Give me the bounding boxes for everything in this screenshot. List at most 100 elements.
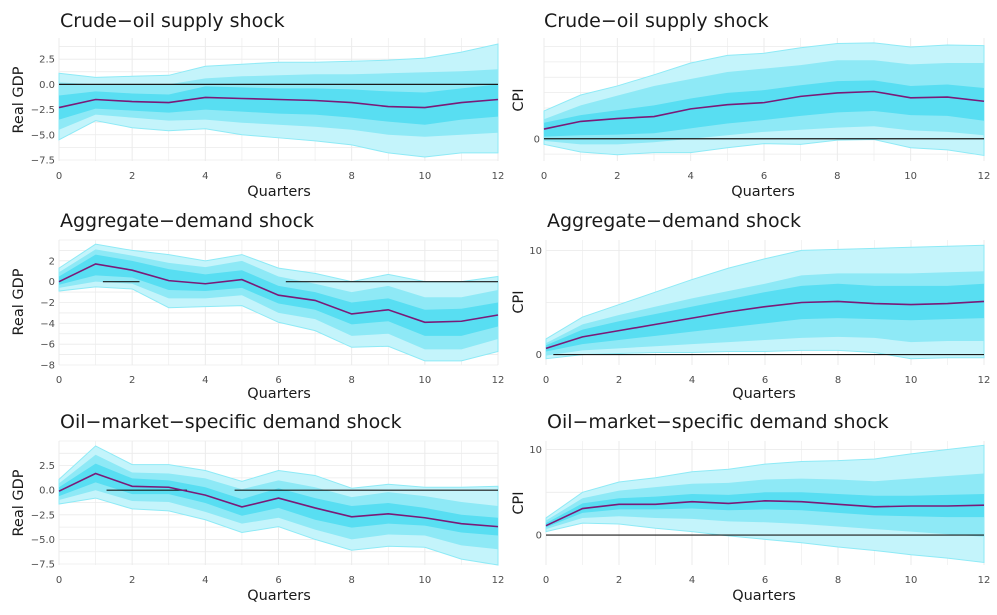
x-tick-label: 4 — [202, 575, 208, 586]
x-tick-label: 2 — [129, 375, 135, 386]
x-tick-label: 4 — [202, 375, 208, 386]
x-tick-label: 6 — [275, 575, 281, 586]
chart-svg: 0 2 4 6 8 10 12 0 10 Aggregate−demand shock Quar… — [511, 210, 990, 402]
x-tick-label: 8 — [835, 375, 841, 386]
panel-title: Oil−market−specific demand shock — [60, 411, 402, 433]
band-inner-area — [59, 84, 498, 125]
band-inner-area — [59, 463, 498, 536]
x-tick-label: 0 — [543, 375, 549, 386]
chart-svg: 0 2 4 6 8 10 12 −8 −6 −4 −2 0 2 Aggregate−demand sho… — [11, 210, 505, 402]
chart-svg: 0 2 4 6 8 10 12 −7.5 −5.0 −2.5 0.0 2.5 Crude−oil su… — [11, 10, 505, 200]
panel-title: Oil−market−specific demand shock — [547, 411, 889, 433]
y-axis-label: Real GDP — [11, 66, 27, 133]
y-axis-label: CPI — [511, 88, 527, 111]
x-tick-label: 8 — [834, 171, 840, 182]
panel-title: Aggregate−demand shock — [547, 210, 801, 232]
y-tick-label: −2 — [40, 298, 55, 309]
panel-title: Crude−oil supply shock — [544, 10, 769, 32]
y-tick-label: −2.5 — [31, 105, 55, 116]
x-tick-label: 2 — [616, 575, 622, 586]
x-tick-label: 0 — [56, 375, 62, 386]
median-line — [543, 90, 985, 130]
panel-title: Aggregate−demand shock — [60, 210, 314, 232]
y-tick-label: 2.5 — [39, 55, 55, 66]
y-tick-label: 0 — [534, 134, 540, 145]
x-tick-label: 12 — [492, 375, 505, 386]
x-tick-label: 10 — [905, 575, 918, 586]
y-tick-label: −2.5 — [31, 510, 55, 521]
bands — [545, 444, 985, 563]
x-tick-label: 2 — [614, 171, 620, 182]
x-tick-label: 12 — [492, 171, 505, 182]
y-tick-label: 0 — [536, 531, 542, 542]
x-tick-label: 10 — [418, 375, 431, 386]
x-tick-label: 4 — [689, 575, 695, 586]
y-tick-label: 10 — [529, 445, 542, 456]
x-tick-label: 2 — [129, 171, 135, 182]
y-tick-label: 10 — [529, 246, 542, 257]
x-tick-label: 10 — [418, 171, 431, 182]
x-tick-label: 6 — [761, 171, 767, 182]
panel-demand-cpi: 0 2 4 6 8 10 12 0 10 Aggregate−demand shock Quar… — [500, 205, 997, 405]
x-tick-label: 10 — [418, 575, 431, 586]
y-tick-label: −5.0 — [31, 535, 55, 546]
panel-demand-gdp: 0 2 4 6 8 10 12 −8 −6 −4 −2 0 2 Aggregate−demand sho… — [0, 205, 510, 405]
x-axis-label: Quarters — [247, 588, 311, 604]
y-tick-label: 0.0 — [39, 486, 55, 497]
x-tick-label: 2 — [616, 375, 622, 386]
x-tick-label: 6 — [762, 375, 768, 386]
x-tick-label: 8 — [835, 575, 841, 586]
ticks: 0 2 4 6 8 10 12 0 10 — [529, 246, 990, 386]
x-axis-label: Quarters — [731, 184, 795, 200]
x-tick-label: 4 — [202, 171, 208, 182]
x-tick-label: 4 — [689, 375, 695, 386]
x-tick-label: 12 — [978, 575, 991, 586]
y-tick-label: 2 — [49, 256, 55, 267]
y-axis-label: Real GDP — [11, 268, 27, 335]
x-axis-label: Quarters — [732, 588, 796, 604]
y-tick-label: 2.5 — [39, 461, 55, 472]
y-tick-label: 0 — [536, 350, 542, 361]
median-line — [58, 263, 499, 324]
x-tick-label: 8 — [348, 171, 354, 182]
chart-svg: 0 2 4 6 8 10 12 0 10 Oil−market−specific demand … — [511, 411, 990, 604]
y-tick-label: −7.5 — [31, 155, 55, 166]
y-tick-label: 0 — [49, 277, 55, 288]
ticks: 0 2 4 6 8 10 12 −7.5 −5.0 −2.5 0.0 2.5 — [31, 55, 505, 182]
bands — [545, 244, 985, 360]
bands — [58, 43, 499, 158]
panel-supply-cpi: 0 2 4 6 8 10 12 0 Crude−oil supply shock Quarte… — [500, 0, 997, 205]
x-tick-label: 12 — [978, 171, 991, 182]
x-axis-label: Quarters — [247, 386, 311, 402]
panel-oilspecific-cpi: 0 2 4 6 8 10 12 0 10 Oil−market−specific demand … — [500, 405, 997, 615]
ticks: 0 2 4 6 8 10 12 0 — [534, 134, 991, 182]
x-tick-label: 8 — [348, 575, 354, 586]
band-inner-area — [546, 283, 984, 352]
x-tick-label: 0 — [543, 575, 549, 586]
ticks: 0 2 4 6 8 10 12 0 10 — [529, 445, 990, 586]
y-tick-label: −4 — [40, 319, 55, 330]
x-tick-label: 4 — [687, 171, 693, 182]
x-tick-label: 0 — [56, 575, 62, 586]
chart-svg: 0 2 4 6 8 10 12 −7.5 −5.0 −2.5 0.0 2.5 Oil−market−s… — [11, 411, 505, 604]
panel-oilspecific-gdp: 0 2 4 6 8 10 12 −7.5 −5.0 −2.5 0.0 2.5 Oil−market−s… — [0, 405, 510, 615]
x-axis-label: Quarters — [247, 184, 311, 200]
y-tick-label: −5.0 — [31, 130, 55, 141]
x-tick-label: 10 — [905, 375, 918, 386]
x-tick-label: 2 — [129, 575, 135, 586]
y-tick-label: −6 — [40, 340, 55, 351]
median-line — [58, 96, 499, 109]
band-inner-area — [544, 80, 984, 137]
chart-svg: 0 2 4 6 8 10 12 0 Crude−oil supply shock Quarte… — [511, 10, 991, 200]
panel-title: Crude−oil supply shock — [60, 10, 285, 32]
x-tick-label: 6 — [762, 575, 768, 586]
x-tick-label: 8 — [348, 375, 354, 386]
panel-supply-gdp: 0 2 4 6 8 10 12 −7.5 −5.0 −2.5 0.0 2.5 Crude−oil su… — [0, 0, 510, 205]
median-line — [58, 472, 499, 528]
y-tick-label: 0.0 — [39, 80, 55, 91]
y-axis-label: CPI — [511, 491, 527, 514]
x-tick-label: 12 — [492, 575, 505, 586]
y-tick-label: −7.5 — [31, 560, 55, 571]
bands — [58, 445, 499, 566]
